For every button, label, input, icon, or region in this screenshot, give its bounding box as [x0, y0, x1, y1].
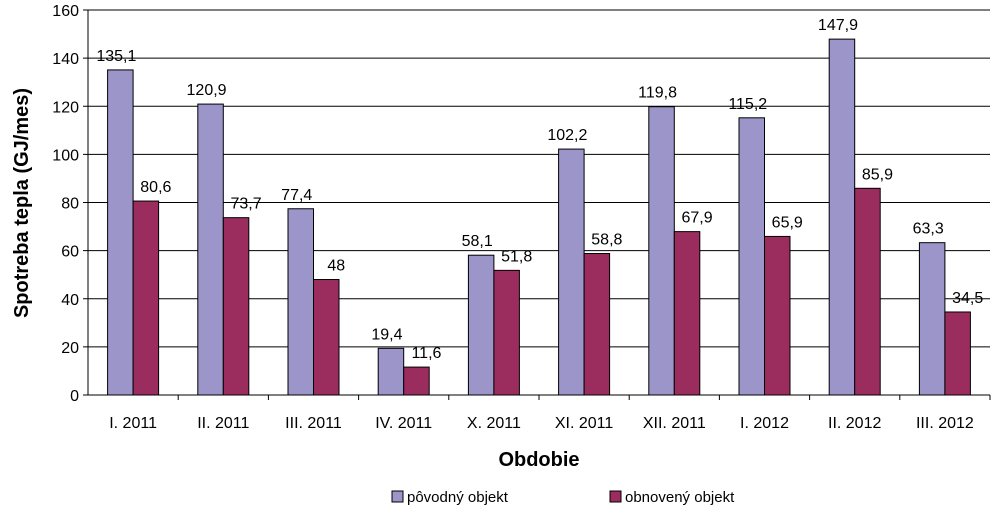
- x-tick-label: II. 2011: [197, 415, 249, 432]
- y-tick-label: 120: [52, 99, 79, 116]
- data-label: 11,6: [411, 345, 441, 362]
- x-tick-label: III. 2012: [916, 415, 974, 432]
- data-label: 48: [327, 258, 345, 275]
- legend-swatch: [609, 490, 622, 503]
- bar-obnoveny: [493, 269, 520, 396]
- data-label: 34,5: [952, 290, 983, 307]
- bar-povodny: [287, 208, 314, 396]
- y-tick-label: 100: [52, 147, 79, 164]
- bar-obnoveny: [944, 311, 971, 396]
- data-label: 19,4: [371, 326, 402, 343]
- bar-obnoveny: [673, 231, 701, 396]
- y-tick-label: 60: [61, 244, 79, 261]
- y-tick-label: 20: [61, 340, 79, 357]
- bar-obnoveny: [313, 279, 340, 396]
- bar-obnoveny: [764, 235, 791, 396]
- legend-label: obnovený objekt: [625, 489, 735, 506]
- bar-povodny: [828, 38, 856, 396]
- data-label: 115,2: [728, 96, 767, 113]
- data-label: 120,9: [187, 82, 227, 99]
- x-tick-label: XII. 2011: [643, 415, 706, 432]
- bar-obnoveny: [583, 253, 611, 396]
- x-axis-label: Obdobie: [498, 449, 579, 471]
- y-tick-label: 140: [52, 51, 79, 68]
- x-tick-label: II. 2012: [828, 415, 881, 432]
- bar-obnoveny: [854, 187, 881, 396]
- data-label: 67,9: [681, 210, 712, 227]
- data-label: 65,9: [772, 214, 803, 231]
- data-label: 102,2: [547, 127, 587, 144]
- bar-povodny: [197, 103, 224, 396]
- x-tick-label: I. 2011: [109, 415, 157, 432]
- data-label: 58,1: [462, 233, 493, 250]
- data-label: 63,3: [913, 221, 944, 238]
- x-tick-label: XI. 2011: [555, 415, 614, 432]
- x-tick-label: III. 2011: [285, 415, 342, 432]
- data-label: 147,9: [818, 17, 858, 34]
- bar-obnoveny: [222, 217, 250, 396]
- bar-povodny: [467, 254, 495, 396]
- data-label: 85,9: [862, 166, 893, 183]
- data-label: 77,4: [281, 187, 312, 204]
- y-tick-label: 80: [61, 196, 79, 213]
- data-label: 119,8: [638, 85, 677, 102]
- y-axis-label: Spotreba tepla (GJ/mes): [11, 88, 33, 318]
- axes: 0 20 40 60 80 100 120 140 160 I. 2011 II. 2011 III.…: [52, 3, 991, 432]
- bar-obnoveny: [403, 366, 430, 396]
- data-label: 73,7: [230, 196, 261, 213]
- bar-povodny: [738, 117, 765, 396]
- y-tick-label: 0: [70, 388, 79, 405]
- data-label: 51,8: [501, 248, 532, 265]
- bar-povodny: [107, 69, 134, 396]
- bar-povodny: [918, 242, 946, 396]
- y-tick-label: 40: [61, 292, 79, 309]
- x-tick-label: X. 2011: [467, 415, 521, 432]
- legend: pôvodný objekt obnovený objekt: [391, 489, 735, 506]
- y-tick-label: 160: [52, 3, 79, 20]
- x-tick-label: IV. 2011: [375, 415, 432, 432]
- bar-povodny: [648, 106, 675, 396]
- bar-povodny: [558, 148, 585, 396]
- legend-swatch: [391, 490, 404, 503]
- x-tick-label: I. 2012: [740, 415, 789, 432]
- legend-label: pôvodný objekt: [407, 489, 509, 506]
- data-label: 135,1: [96, 48, 136, 65]
- bar-povodny: [377, 347, 405, 396]
- data-label: 80,6: [140, 179, 171, 196]
- data-label: 58,8: [591, 232, 622, 249]
- bars: 135,1 80,6 120,9 73,7 77,4 48 19,4 11,6 58,1 51,8…: [96, 17, 983, 396]
- bar-obnoveny: [132, 200, 160, 396]
